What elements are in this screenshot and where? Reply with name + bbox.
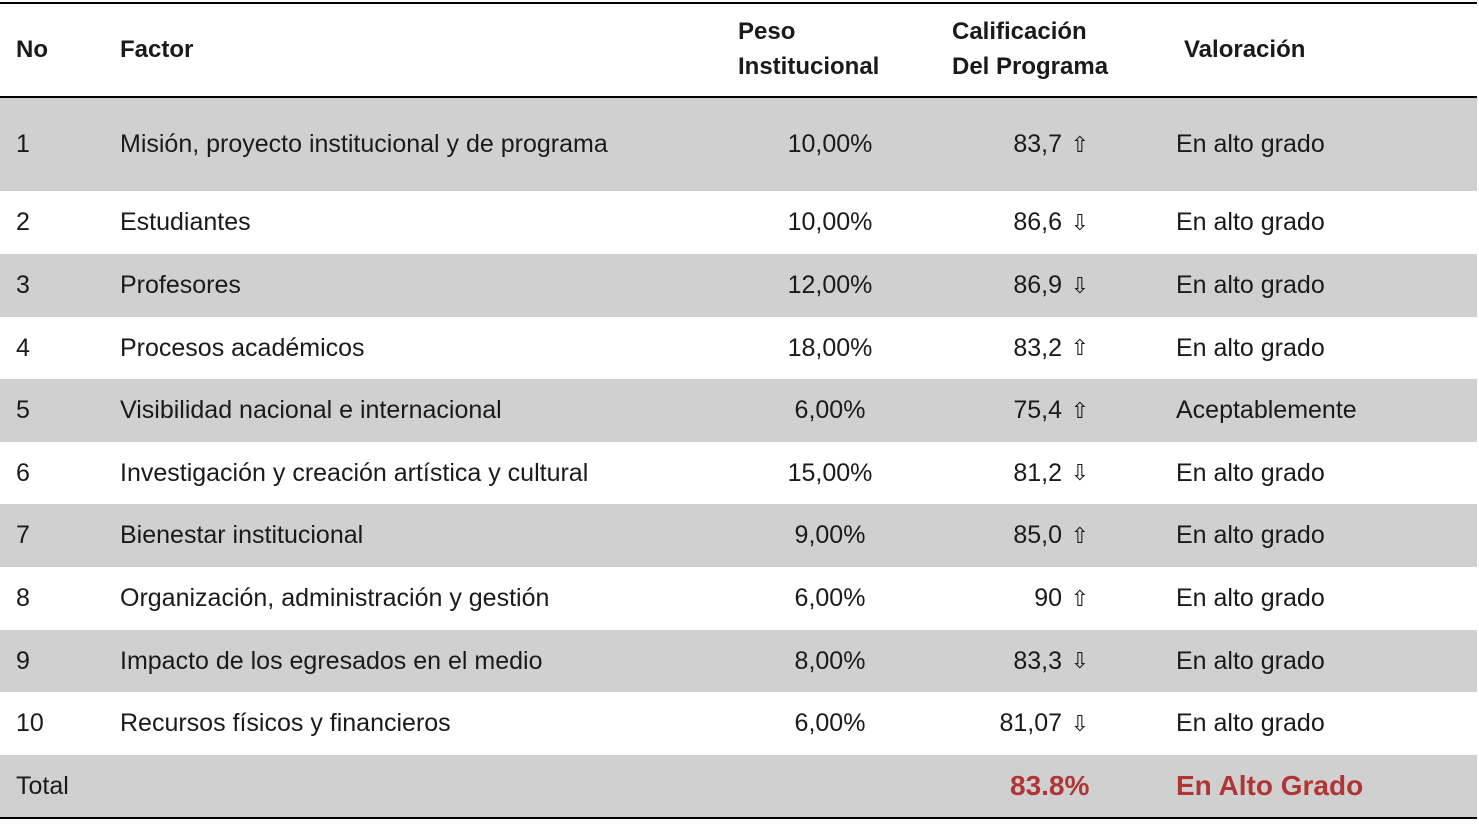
cell-no: 7 bbox=[16, 521, 30, 549]
table-row: 6 Investigación y creación artística y cu… bbox=[0, 442, 1477, 504]
cell-no: 5 bbox=[16, 396, 30, 424]
table-row: 5 Visibilidad nacional e internacional 6,0… bbox=[0, 379, 1477, 442]
header-peso-line1: Peso bbox=[738, 18, 796, 45]
calificacion-value: 83,2 bbox=[1013, 333, 1062, 362]
cell-valoracion: Aceptablemente bbox=[1176, 396, 1357, 424]
cell-calificacion: 75,4 ⇧ bbox=[960, 379, 1110, 442]
cell-calificacion: 83,2 ⇧ bbox=[960, 317, 1110, 379]
cell-calificacion: 86,6 ⇩ bbox=[960, 191, 1110, 254]
cell-calificacion: 85,0 ⇧ bbox=[960, 504, 1110, 567]
table-row: 10 Recursos físicos y financieros 6,00% 81,… bbox=[0, 692, 1477, 755]
calificacion-value: 83,3 bbox=[1013, 646, 1062, 675]
cell-factor: Procesos académicos bbox=[120, 333, 365, 362]
cell-peso: 10,00% bbox=[787, 208, 873, 236]
cell-no: 3 bbox=[16, 271, 30, 299]
cell-peso: 6,00% bbox=[794, 584, 866, 612]
table-row: 4 Procesos académicos 18,00% 83,2 ⇧ En alto g… bbox=[0, 317, 1477, 379]
cell-valoracion: En alto grado bbox=[1176, 130, 1325, 158]
cell-factor: Misión, proyecto institucional y de prog… bbox=[120, 130, 608, 158]
cell-peso: 9,00% bbox=[794, 521, 866, 549]
header-bottom-rule bbox=[0, 96, 1477, 98]
header-calificacion: Calificación Del Programa bbox=[952, 14, 1108, 84]
cell-no: 6 bbox=[16, 458, 30, 487]
cell-valoracion: En alto grado bbox=[1176, 208, 1325, 236]
header-valoracion: Valoración bbox=[1184, 36, 1306, 63]
calificacion-value: 81,07 bbox=[999, 709, 1062, 737]
trend-arrow-icon: ⇧ bbox=[1070, 335, 1090, 360]
trend-arrow-icon: ⇧ bbox=[1070, 397, 1090, 423]
cell-factor: Investigación y creación artística y cul… bbox=[120, 458, 589, 487]
cell-valoracion: En alto grado bbox=[1176, 646, 1325, 675]
trend-arrow-icon: ⇧ bbox=[1070, 131, 1090, 157]
cell-valoracion: En alto grado bbox=[1176, 333, 1325, 362]
cell-peso: 12,00% bbox=[787, 271, 873, 299]
trend-arrow-icon: ⇧ bbox=[1070, 522, 1090, 548]
cell-no: 9 bbox=[16, 646, 30, 675]
cell-peso: 15,00% bbox=[787, 458, 873, 487]
cell-peso: 8,00% bbox=[794, 646, 866, 675]
cell-calificacion: 83,7 ⇧ bbox=[960, 98, 1110, 191]
trend-arrow-icon: ⇧ bbox=[1070, 585, 1090, 611]
cell-no: 1 bbox=[16, 130, 30, 158]
trend-arrow-icon: ⇩ bbox=[1070, 710, 1090, 736]
trend-arrow-icon: ⇩ bbox=[1070, 648, 1090, 673]
table-row: 1 Misión, proyecto institucional y de pro… bbox=[0, 98, 1477, 191]
cell-calificacion: 83,3 ⇩ bbox=[960, 630, 1110, 692]
cell-factor: Estudiantes bbox=[120, 208, 251, 236]
cell-factor: Impacto de los egresados en el medio bbox=[120, 646, 543, 675]
table-row: 8 Organización, administración y gestión 6… bbox=[0, 567, 1477, 630]
cell-no: 2 bbox=[16, 208, 30, 236]
total-calificacion: 83.8% bbox=[1010, 770, 1090, 801]
cell-factor: Recursos físicos y financieros bbox=[120, 709, 451, 737]
header-no: No bbox=[16, 36, 48, 63]
calificacion-value: 85,0 bbox=[1013, 521, 1062, 549]
table-header: No Factor Peso Institucional Calificació… bbox=[0, 3, 1477, 96]
calificacion-value: 81,2 bbox=[1013, 458, 1062, 487]
total-label: Total bbox=[16, 771, 69, 800]
header-cal-line1: Calificación bbox=[952, 18, 1087, 45]
table-top-rule bbox=[0, 2, 1477, 4]
cell-no: 8 bbox=[16, 584, 30, 612]
trend-arrow-icon: ⇩ bbox=[1070, 209, 1090, 235]
cell-factor: Profesores bbox=[120, 271, 241, 299]
cell-no: 10 bbox=[16, 709, 44, 737]
cell-no: 4 bbox=[16, 333, 30, 362]
cell-peso: 6,00% bbox=[794, 709, 866, 737]
calificacion-value: 90 bbox=[1034, 584, 1062, 612]
cell-valoracion: En alto grado bbox=[1176, 584, 1325, 612]
table-row: 2 Estudiantes 10,00% 86,6 ⇩ En alto grado bbox=[0, 191, 1477, 254]
cell-factor: Bienestar institucional bbox=[120, 521, 364, 549]
calificacion-value: 86,6 bbox=[1013, 208, 1062, 236]
table-row: 9 Impacto de los egresados en el medio 8,0… bbox=[0, 630, 1477, 692]
cell-calificacion: 90 ⇧ bbox=[960, 567, 1110, 630]
calificacion-value: 83,7 bbox=[1013, 130, 1062, 158]
cell-factor: Organización, administración y gestión bbox=[120, 584, 550, 612]
cell-peso: 6,00% bbox=[794, 396, 866, 424]
cell-peso: 10,00% bbox=[787, 130, 873, 158]
header-peso-line2: Institucional bbox=[738, 53, 880, 80]
cell-factor: Visibilidad nacional e internacional bbox=[120, 396, 502, 424]
cell-valoracion: En alto grado bbox=[1176, 709, 1325, 737]
table-row: 7 Bienestar institucional 9,00% 85,0 ⇧ En alt… bbox=[0, 504, 1477, 567]
cell-valoracion: En alto grado bbox=[1176, 458, 1325, 487]
cell-valoracion: En alto grado bbox=[1176, 521, 1325, 549]
table-bottom-rule bbox=[0, 817, 1477, 819]
header-factor: Factor bbox=[120, 36, 194, 63]
cell-calificacion: 86,9 ⇩ bbox=[960, 254, 1110, 317]
total-valoracion: En Alto Grado bbox=[1176, 770, 1364, 801]
trend-arrow-icon: ⇩ bbox=[1070, 460, 1090, 485]
cell-calificacion: 81,2 ⇩ bbox=[960, 442, 1110, 504]
cell-peso: 18,00% bbox=[787, 333, 873, 362]
calificacion-value: 86,9 bbox=[1013, 271, 1062, 299]
calificacion-value: 75,4 bbox=[1013, 396, 1062, 424]
table-row: 3 Profesores 12,00% 86,9 ⇩ En alto grado bbox=[0, 254, 1477, 317]
trend-arrow-icon: ⇩ bbox=[1070, 272, 1090, 298]
header-cal-line2: Del Programa bbox=[952, 53, 1109, 80]
total-row: Total 83.8% En Alto Grado bbox=[0, 755, 1477, 817]
cell-calificacion: 81,07 ⇩ bbox=[960, 692, 1110, 755]
header-peso: Peso Institucional bbox=[738, 14, 879, 84]
cell-valoracion: En alto grado bbox=[1176, 271, 1325, 299]
